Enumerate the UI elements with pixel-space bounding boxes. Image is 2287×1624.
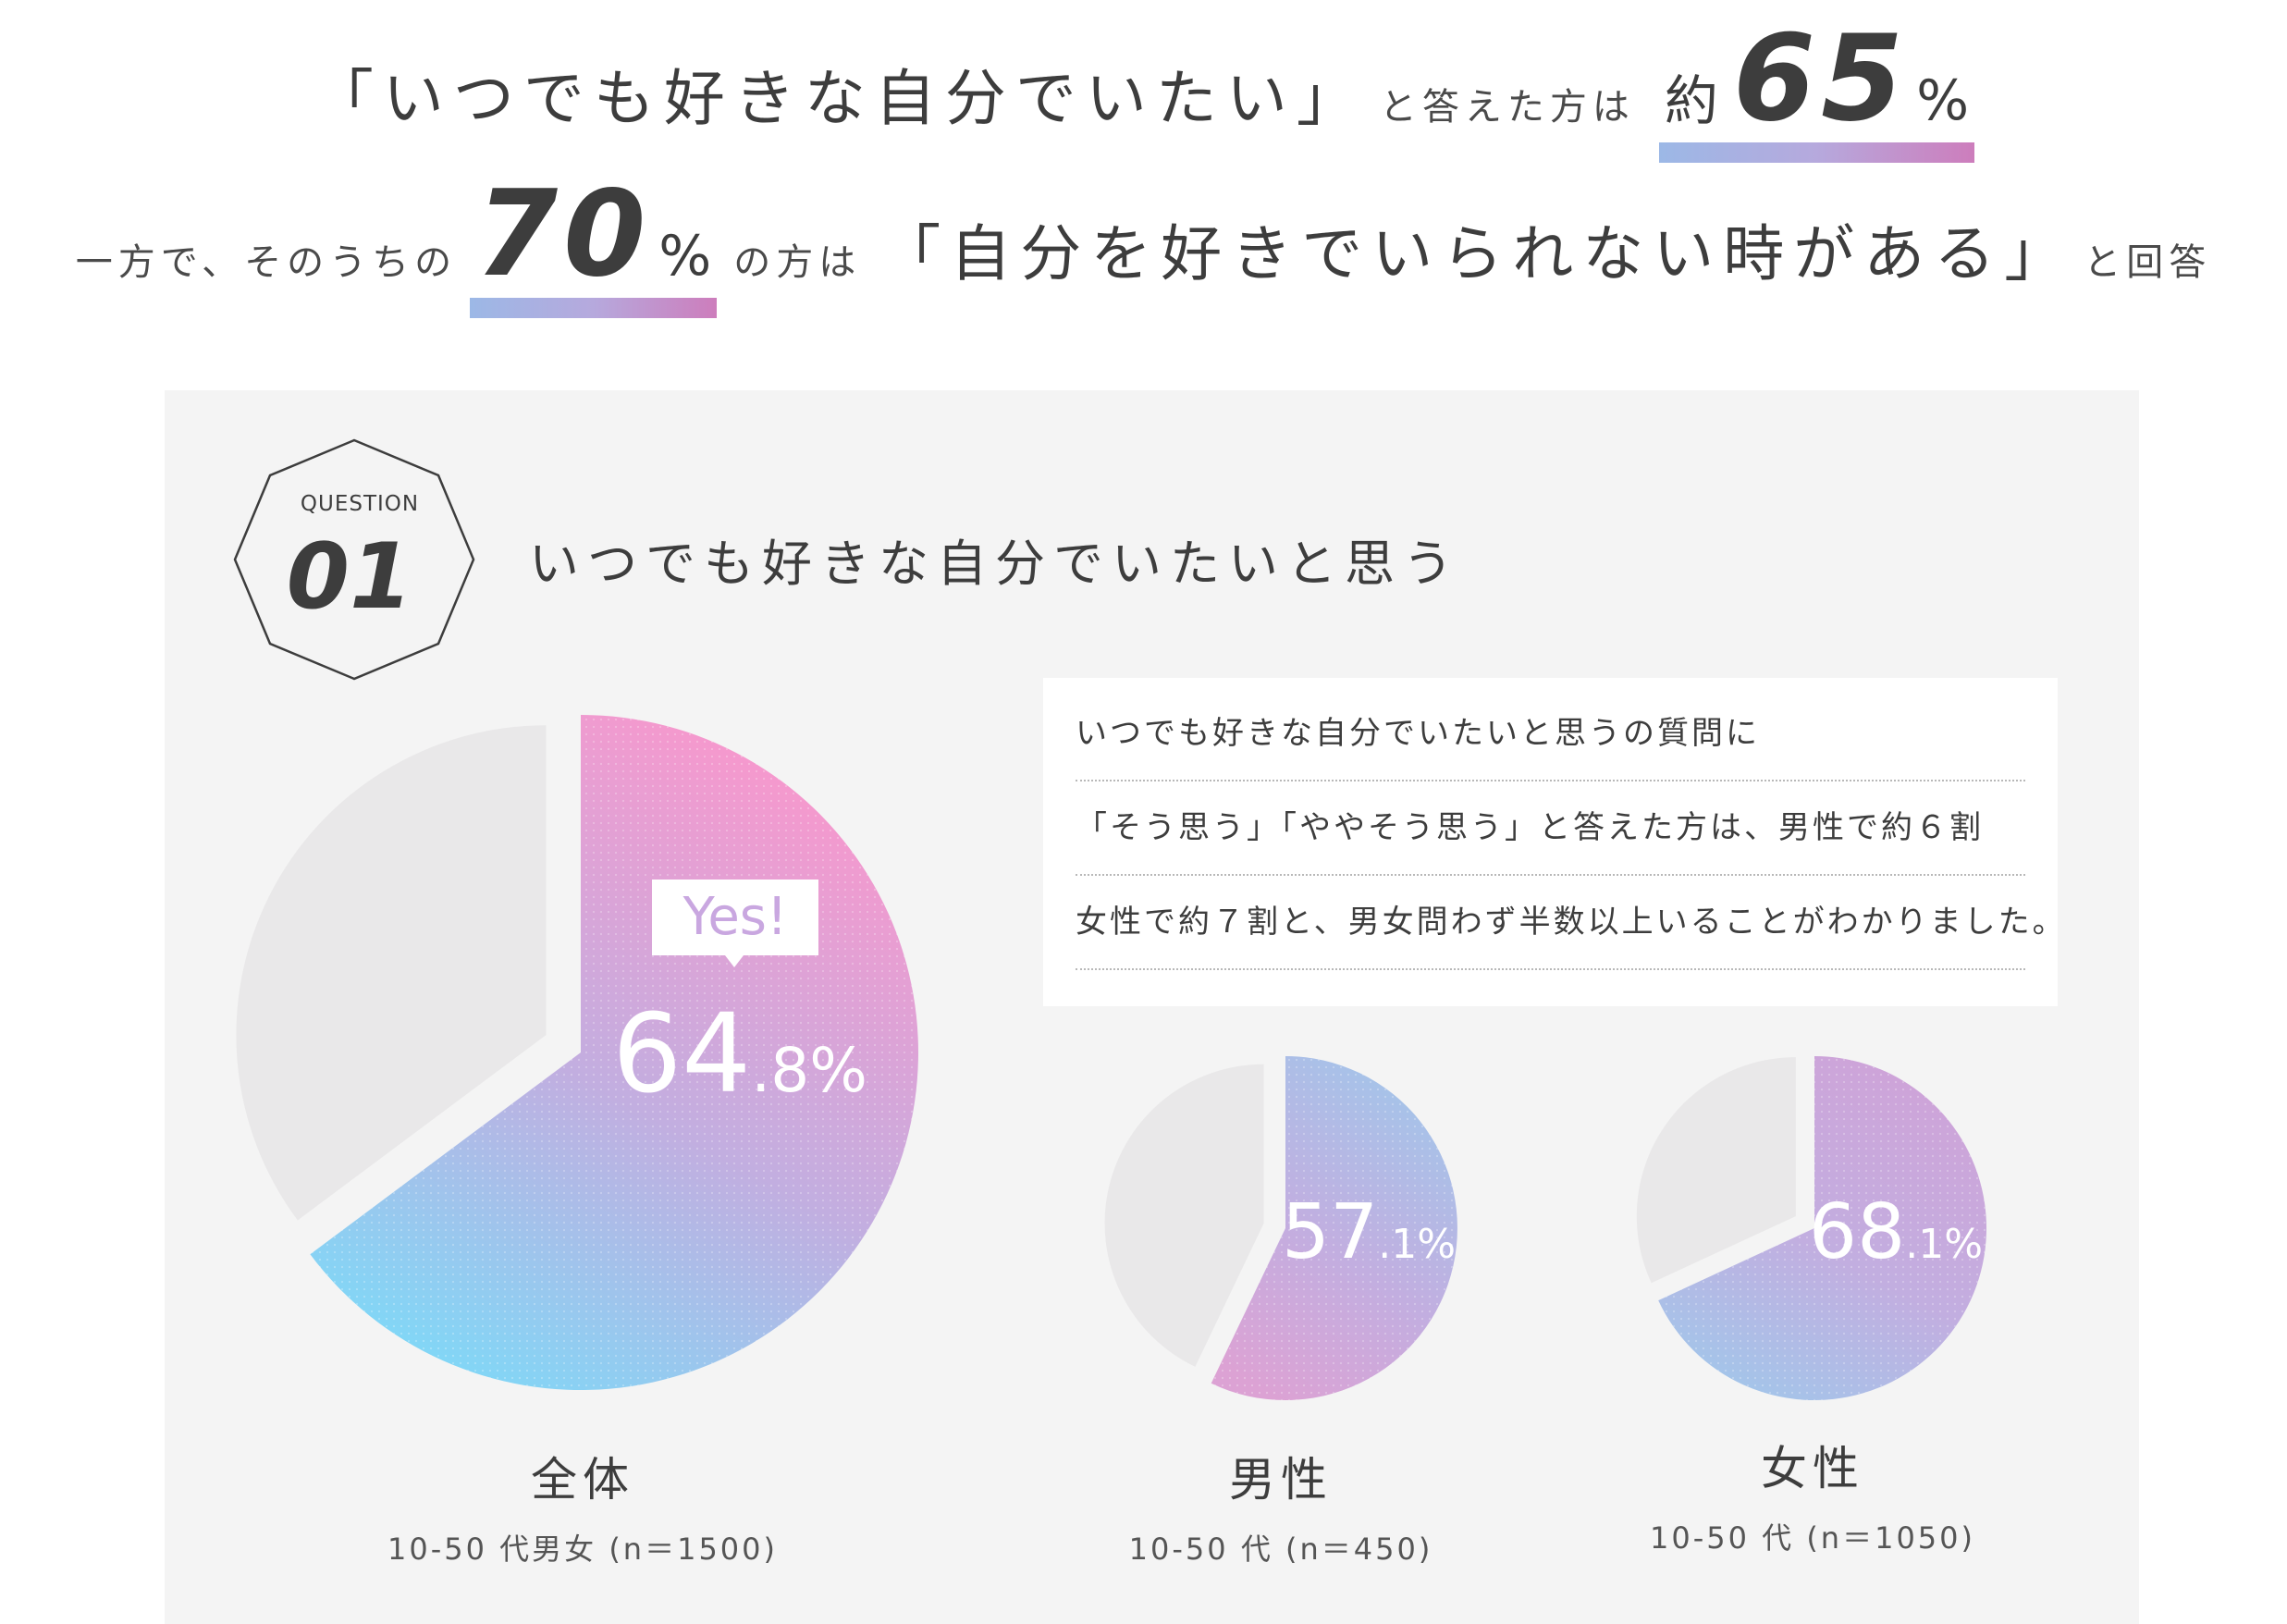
approx-label: 約: [1664, 69, 1722, 132]
yes-callout: Yes!: [652, 880, 818, 967]
caption-female-name: 女性: [1761, 1442, 1864, 1495]
caption-female-sub: 10-50 代 (n＝1050): [1649, 1520, 1976, 1556]
headline-tail-2: と回答: [2084, 241, 2212, 284]
headline-lead-2: 一方で、そのうちの: [75, 241, 458, 284]
highlight-65: 約 65 %: [1658, 10, 1975, 163]
caption-overall-sub: 10-50 代男女 (n＝1500): [387, 1532, 779, 1567]
highlight-70: 70 %: [470, 166, 718, 318]
headline-quote-1: 「いつでも好きな自分でいたい」: [312, 63, 1367, 134]
headline-line-1: 「いつでも好きな自分でいたい」 と答えた方は 約 65 %: [0, 20, 2287, 178]
pie-slice-overall-no: [236, 725, 547, 1221]
stat-number-70: 70: [475, 166, 652, 303]
question-badge: QUESTION 01: [233, 438, 475, 681]
pie-slice-female-texture: [1658, 1055, 1987, 1400]
description-box: いつでも好きな自分でいたいと思うの質問に 「そう思う」「ややそう思う」と答えた方…: [1043, 678, 2064, 1006]
stat-number-65: 65: [1732, 10, 1910, 148]
headline-mid-2: の方は: [733, 241, 862, 284]
caption-male-sub: 10-50 代 (n＝450): [1128, 1532, 1433, 1567]
caption-male-name: 男性: [1229, 1453, 1333, 1507]
headline-line-2: 一方で、そのうちの 70 % の方は 「自分を好きでいられない時がある」 と回答: [0, 176, 2287, 333]
question-badge-number: 01: [287, 524, 412, 630]
pie-slice-male-no: [1104, 1064, 1264, 1367]
pie-slice-female-no: [1636, 1057, 1796, 1284]
description-line-3: 女性で約７割と、男女問わず半数以上いることがわかりました。: [1076, 876, 2064, 970]
question-title: いつでも好きな自分でいたいと思う: [529, 535, 1461, 593]
headline-tail-1: と答えた方は: [1379, 86, 1635, 129]
stat-unit-70: %: [658, 224, 712, 289]
yes-callout-text: Yes!: [682, 887, 788, 947]
headline-quote-2: 「自分を好きでいられない時がある」: [879, 218, 2075, 289]
description-line-1: いつでも好きな自分でいたいと思うの質問に: [1076, 687, 2025, 781]
pie-value-label-female: 68.1%: [1809, 1188, 1983, 1276]
caption-overall: 全体 10-50 代男女 (n＝1500): [351, 1443, 814, 1569]
stat-unit-65: %: [1916, 68, 1970, 133]
caption-overall-name: 全体: [531, 1453, 634, 1507]
question-badge-label: QUESTION: [301, 492, 419, 516]
pie-slice-male-texture: [1211, 1056, 1457, 1400]
pie-value-label-overall: 64.8%: [612, 990, 867, 1117]
caption-female: 女性 10-50 代 (n＝1050): [1581, 1432, 2044, 1557]
description-line-2: 「そう思う」「ややそう思う」と答えた方は、男性で約６割: [1076, 781, 2025, 876]
caption-male: 男性 10-50 代 (n＝450): [1050, 1443, 1512, 1569]
pie-value-label-male: 57.1%: [1282, 1188, 1456, 1276]
